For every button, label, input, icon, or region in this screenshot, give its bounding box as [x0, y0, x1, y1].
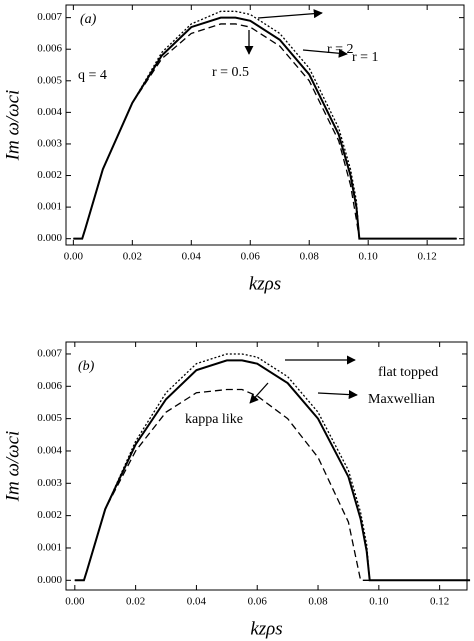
data-line	[73, 10, 457, 240]
annotation-arrow	[249, 382, 269, 404]
x-tick-label: 0.08	[308, 596, 328, 608]
y-tick-label: 0.007	[37, 347, 62, 359]
annotation: flat topped	[378, 365, 438, 380]
data-line	[74, 359, 471, 582]
data-line	[74, 353, 471, 581]
data-line	[73, 23, 457, 240]
annotation: q = 4	[78, 68, 107, 83]
y-tick-label: 0.007	[37, 11, 62, 23]
x-tick-label: 0.00	[64, 251, 84, 263]
y-tick-label: 0.002	[37, 509, 62, 521]
y-tick-label: 0.003	[37, 477, 62, 489]
y-tick-label: 0.001	[37, 201, 62, 213]
y-tick-label: 0.006	[37, 380, 62, 392]
x-tick-label: 0.10	[359, 251, 379, 263]
x-tick-label: 0.08	[300, 251, 320, 263]
data-line	[74, 388, 471, 581]
x-axis-label: kzρs	[250, 618, 282, 639]
annotation-arrow	[257, 9, 323, 19]
annotation-arrow	[317, 390, 358, 400]
x-tick-label: 0.04	[187, 596, 207, 608]
y-tick-label: 0.001	[37, 541, 62, 553]
annotation: (b)	[78, 359, 95, 374]
annotation-arrow	[302, 48, 348, 58]
x-tick-label: 0.06	[248, 596, 268, 608]
y-tick-label: 0.003	[37, 137, 62, 149]
annotation: Maxwellian	[368, 392, 435, 407]
x-axis-label: kzρs	[249, 273, 281, 294]
y-tick-label: 0.004	[37, 444, 62, 456]
y-tick-label: 0.000	[37, 232, 62, 244]
y-tick-label: 0.004	[37, 106, 62, 118]
annotation: kappa like	[185, 412, 243, 427]
x-tick-label: 0.02	[123, 251, 142, 263]
annotation: r = 1	[352, 50, 379, 65]
annotation: (a)	[80, 12, 97, 27]
x-tick-label: 0.10	[369, 596, 389, 608]
plot-frame	[65, 341, 468, 591]
y-axis-label: Im ω/ωci	[2, 431, 23, 503]
annotation: r = 2	[327, 42, 354, 57]
y-tick-label: 0.005	[37, 74, 62, 86]
y-tick-label: 0.005	[37, 412, 62, 424]
x-tick-label: 0.02	[126, 596, 145, 608]
x-tick-label: 0.00	[65, 596, 85, 608]
annotation: r = 0.5	[212, 65, 249, 80]
x-tick-label: 0.12	[418, 251, 437, 263]
y-tick-label: 0.002	[37, 169, 62, 181]
y-tick-label: 0.000	[37, 574, 62, 586]
data-line	[73, 16, 457, 240]
x-tick-label: 0.12	[430, 596, 449, 608]
plot-frame	[65, 4, 465, 246]
y-tick-label: 0.006	[37, 43, 62, 55]
y-axis-label: Im ω/ωci	[2, 90, 23, 162]
x-tick-label: 0.04	[182, 251, 202, 263]
x-tick-label: 0.06	[241, 251, 261, 263]
